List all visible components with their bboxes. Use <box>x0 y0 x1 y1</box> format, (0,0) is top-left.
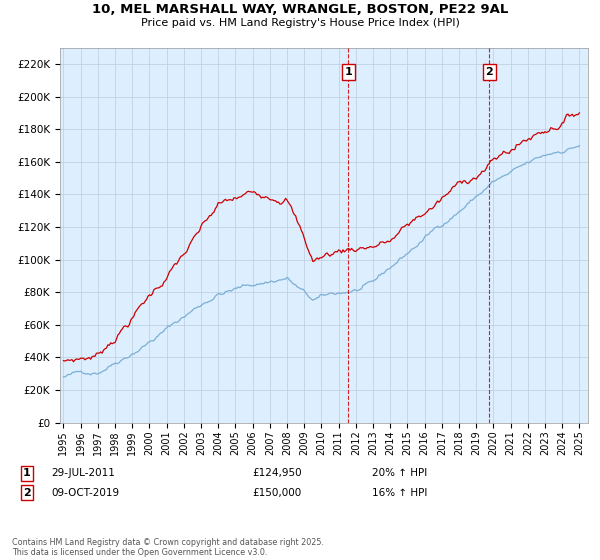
Text: 09-OCT-2019: 09-OCT-2019 <box>51 488 119 498</box>
Text: 2: 2 <box>485 67 493 77</box>
Text: £124,950: £124,950 <box>252 468 302 478</box>
Text: 1: 1 <box>23 468 31 478</box>
Text: 1: 1 <box>344 67 352 77</box>
Text: 16% ↑ HPI: 16% ↑ HPI <box>372 488 427 498</box>
Text: £150,000: £150,000 <box>252 488 301 498</box>
Text: Price paid vs. HM Land Registry's House Price Index (HPI): Price paid vs. HM Land Registry's House … <box>140 18 460 29</box>
Text: 29-JUL-2011: 29-JUL-2011 <box>51 468 115 478</box>
Text: 2: 2 <box>23 488 31 498</box>
Text: 20% ↑ HPI: 20% ↑ HPI <box>372 468 427 478</box>
Text: Contains HM Land Registry data © Crown copyright and database right 2025.
This d: Contains HM Land Registry data © Crown c… <box>12 538 324 557</box>
Text: 10, MEL MARSHALL WAY, WRANGLE, BOSTON, PE22 9AL: 10, MEL MARSHALL WAY, WRANGLE, BOSTON, P… <box>92 3 508 16</box>
